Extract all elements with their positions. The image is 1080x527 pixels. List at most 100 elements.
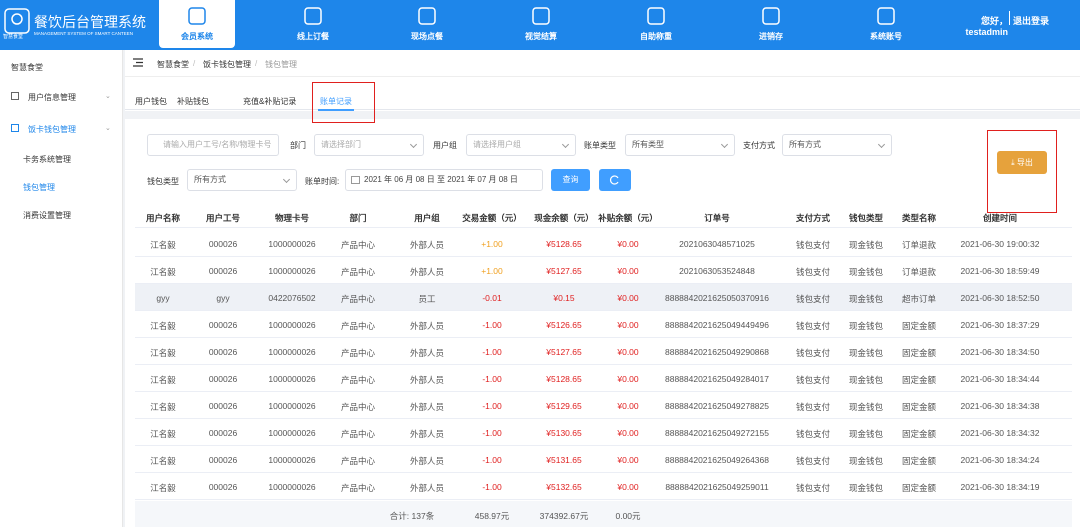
group-select[interactable]: 请选择用户组 [466,134,576,156]
table-cell: 固定金额 [901,429,937,439]
pay-method-select[interactable]: 所有方式 [782,134,892,156]
sidebar-item[interactable]: 消费设置管理 [23,211,71,220]
wallet-type-label: 钱包类型 [147,177,179,186]
nav-icon [418,7,436,25]
breadcrumb-item: 钱包管理 [265,60,297,69]
sidebar-group[interactable]: 饭卡钱包管理 [28,125,76,134]
table-row[interactable] [135,311,1072,338]
nav-icon [188,7,206,25]
breadcrumb-item[interactable]: 智慧食堂 [157,60,189,69]
table-cell: 1000000026 [268,266,316,276]
table-cell: 8888842021625049284017 [664,374,770,384]
chevron: ⌄ [105,93,111,100]
table-cell: 产品中心 [340,267,376,277]
department-select[interactable]: 请选择部门 [314,134,424,156]
table-row[interactable] [135,392,1072,419]
table-cell: 000026 [208,239,238,249]
sidebar: 智慧食堂 用户信息管理 ⌄ 饭卡钱包管理 ⌄ 卡务系统管理 钱包管理 消费设置管理 [0,50,123,527]
wallet-type-select[interactable]: 所有方式 [187,169,297,191]
table-cell: -1.00 [482,374,502,384]
table-cell: 产品中心 [340,429,376,439]
table-row[interactable] [135,419,1072,446]
nav-item[interactable]: 视觉结算 [525,32,557,41]
sidebar-item[interactable]: 卡务系统管理 [23,155,71,164]
table-cell: 江名毅 [150,375,176,385]
column-header: 补贴余额（元） [598,213,658,223]
tab-underline [318,109,354,111]
export-button[interactable]: ⤓ 导出 [997,151,1047,174]
table-row[interactable] [135,446,1072,473]
spacer [125,111,1080,119]
table-cell: 江名毅 [150,321,176,331]
table-row[interactable] [135,257,1072,284]
table-cell: ¥0.00 [617,428,639,438]
nav-item[interactable]: 进销存 [759,32,783,41]
top-bar: 智慧食堂 餐饮后台管理系统 MANAGEMENT SYSTEM OF SMART… [0,0,1080,50]
table-cell: 产品中心 [340,240,376,250]
table-cell: 现金钱包 [848,375,884,385]
table-row[interactable] [135,338,1072,365]
tab[interactable]: 充值&补贴记录 [243,97,297,106]
column-header: 用户名称 [145,213,181,223]
sidebar-group[interactable]: 用户信息管理 [28,93,76,102]
search-placeholder: 请输入用户工号/名称/物理卡号 [163,140,272,149]
table-cell: 产品中心 [340,456,376,466]
table-cell: 产品中心 [340,483,376,493]
date-range[interactable]: 2021 年 06 月 08 日 至 2021 年 07 月 08 日 [345,169,543,191]
table-cell: ¥0.15 [553,293,575,303]
table-cell: 产品中心 [340,294,376,304]
pay-method-label: 支付方式 [743,141,775,150]
table-cell: 2021-06-30 18:37:29 [960,320,1040,330]
sidebar-item[interactable]: 钱包管理 [23,183,55,192]
table-cell: 2021-06-30 19:00:32 [960,239,1040,249]
breadcrumb-sep: / [193,59,196,68]
table-cell: 外部人员 [409,321,445,331]
table-cell: 1000000026 [268,482,316,492]
table-cell: 现金钱包 [848,402,884,412]
table-row[interactable] [135,230,1072,257]
nav-item[interactable]: 会员系统 [181,32,213,41]
table-cell: 000026 [208,401,238,411]
bill-type-select[interactable]: 所有类型 [625,134,735,156]
table-cell: 8888842021625049272155 [664,428,770,438]
table-cell: 订单退款 [901,267,937,277]
table-cell: 江名毅 [150,456,176,466]
table-cell: ¥5131.65 [546,455,582,465]
table-cell: +1.00 [481,239,503,249]
table-cell: 000026 [208,428,238,438]
table-cell: 外部人员 [409,483,445,493]
table-cell: 2021-06-30 18:34:32 [960,428,1040,438]
table-cell: ¥5128.65 [546,374,582,384]
divider [1009,11,1010,25]
table-row[interactable] [135,473,1072,500]
table-cell: 外部人员 [409,375,445,385]
tab[interactable]: 账单记录 [320,97,352,106]
search-input[interactable]: 请输入用户工号/名称/物理卡号 [147,134,279,156]
table-row[interactable] [135,284,1072,311]
nav-item[interactable]: 线上订餐 [297,32,329,41]
table-cell: 固定金额 [901,375,937,385]
breadcrumb-item[interactable]: 饭卡钱包管理 [203,60,251,69]
logout[interactable]: 退出登录 [1013,16,1050,26]
table-cell: 江名毅 [150,483,176,493]
table-cell: ¥0.00 [617,482,639,492]
query-button[interactable]: 查询 [551,169,590,191]
nav-item[interactable]: 现场点餐 [411,32,443,41]
table-cell: 2021-06-30 18:34:19 [960,482,1040,492]
table-footer [135,501,1072,527]
refresh-button[interactable] [599,169,631,191]
tab[interactable]: 补贴钱包 [177,97,209,106]
table-cell: 钱包支付 [795,267,831,277]
table-cell: ¥5132.65 [546,482,582,492]
nav-item[interactable]: 系统账号 [870,32,902,41]
column-header: 钱包类型 [848,213,884,223]
tab[interactable]: 用户钱包 [135,97,167,106]
menu-toggle[interactable] [133,58,143,67]
app-subtitle: MANAGEMENT SYSTEM OF SMART CANTEEN [34,31,134,36]
table-cell: 产品中心 [340,402,376,412]
nav-item[interactable]: 自助称重 [640,32,672,41]
table-row[interactable] [135,365,1072,392]
pay-method-value: 所有方式 [789,140,821,149]
group-label: 用户组 [433,141,457,150]
table-cell: ¥0.00 [617,239,639,249]
